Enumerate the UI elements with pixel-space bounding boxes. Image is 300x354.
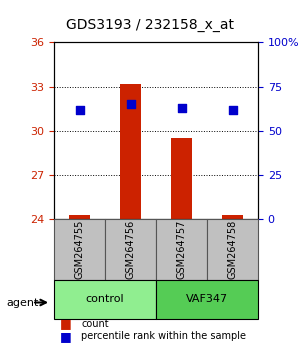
FancyBboxPatch shape — [54, 280, 156, 319]
Text: ■: ■ — [60, 330, 72, 343]
Bar — [222, 215, 243, 219]
FancyBboxPatch shape — [207, 219, 258, 280]
FancyBboxPatch shape — [54, 219, 105, 280]
Text: GSM264758: GSM264758 — [227, 220, 238, 279]
Text: ■: ■ — [60, 318, 72, 330]
FancyBboxPatch shape — [156, 219, 207, 280]
Text: GDS3193 / 232158_x_at: GDS3193 / 232158_x_at — [66, 18, 234, 32]
Text: GSM264755: GSM264755 — [74, 220, 85, 279]
Bar — [171, 138, 192, 219]
Text: count: count — [81, 319, 109, 329]
Text: percentile rank within the sample: percentile rank within the sample — [81, 331, 246, 341]
Bar — [120, 84, 141, 219]
Text: control: control — [86, 294, 124, 304]
Point — [77, 107, 82, 113]
FancyBboxPatch shape — [105, 219, 156, 280]
Point — [128, 102, 133, 107]
FancyBboxPatch shape — [156, 280, 258, 319]
Bar — [69, 215, 90, 219]
Text: agent: agent — [6, 298, 38, 308]
Point — [230, 107, 235, 113]
Text: GSM264757: GSM264757 — [176, 220, 187, 279]
Text: VAF347: VAF347 — [186, 294, 228, 304]
Text: GSM264756: GSM264756 — [125, 220, 136, 279]
Point — [179, 105, 184, 111]
